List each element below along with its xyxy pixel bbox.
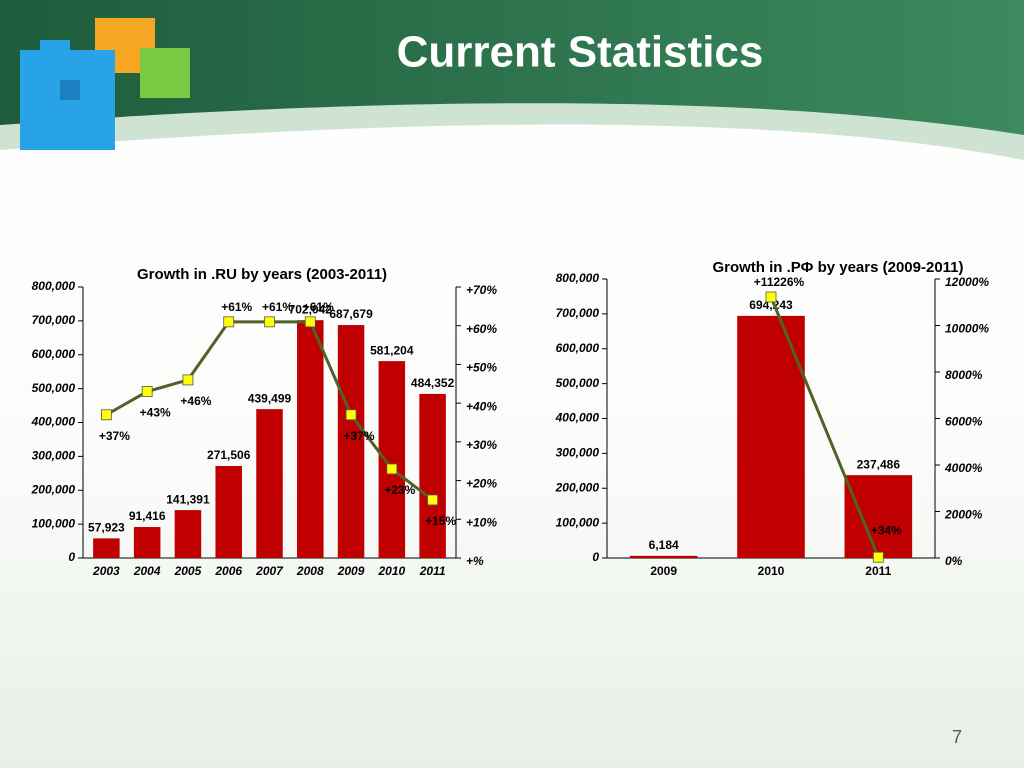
x-tick-label: 2010 — [377, 564, 405, 578]
y-tick-label: 600,000 — [32, 347, 76, 361]
line-value-label: +15% — [425, 514, 456, 528]
x-tick-label: 2005 — [174, 564, 202, 578]
y2-tick-label: +30% — [466, 438, 497, 452]
y-tick-label: 300,000 — [556, 446, 600, 460]
y2-tick-label: +50% — [466, 361, 497, 375]
line-marker — [427, 494, 439, 506]
line-value-label: +37% — [344, 429, 375, 443]
line-value-label: +37% — [99, 429, 130, 443]
bar — [93, 538, 120, 558]
bar — [133, 527, 161, 558]
line-marker — [223, 316, 235, 328]
bar — [629, 555, 698, 558]
x-tick-label: 2009 — [337, 564, 365, 578]
y-tick-label: 400,000 — [555, 411, 600, 425]
bar — [378, 361, 406, 558]
y-tick-label: 400,000 — [31, 415, 76, 429]
bar-value-label: 687,679 — [329, 307, 373, 321]
x-tick-label: 2004 — [133, 564, 161, 578]
y-tick-label: 100,000 — [32, 516, 76, 530]
y2-tick-label: +10% — [466, 515, 497, 529]
y-tick-label: 600,000 — [556, 341, 600, 355]
y-tick-label: 700,000 — [32, 313, 76, 327]
line-value-label: +46% — [180, 394, 211, 408]
header-band — [0, 0, 1024, 135]
y-tick-label: 500,000 — [32, 381, 76, 395]
y-tick-label: 100,000 — [556, 515, 600, 529]
bar-value-label: 271,506 — [207, 448, 251, 462]
bar-value-label: 57,923 — [88, 521, 125, 535]
bar-value-label: 6,184 — [649, 538, 679, 552]
y-tick-label: 300,000 — [32, 449, 76, 463]
line-marker — [872, 551, 884, 563]
line — [769, 296, 880, 558]
line-marker — [304, 316, 316, 328]
bar — [174, 510, 202, 558]
page-number: 7 — [952, 727, 962, 747]
line-marker — [100, 409, 112, 421]
y2-tick-label: +% — [466, 554, 484, 568]
y2-tick-label: 6000% — [945, 415, 983, 429]
y-tick-label: 200,000 — [555, 480, 600, 494]
y-tick-label: 700,000 — [556, 306, 600, 320]
line-value-label: +34% — [871, 523, 902, 537]
y2-tick-label: 12000% — [945, 275, 989, 289]
chart-title: Growth in .РФ by years (2009-2011) — [712, 259, 963, 276]
bar-value-label: 237,486 — [857, 457, 901, 471]
x-tick-label: 2006 — [214, 564, 242, 578]
x-tick-label: 2011 — [865, 564, 891, 578]
bar — [737, 315, 805, 558]
line-value-label: +23% — [384, 483, 415, 497]
y-tick-label: 200,000 — [31, 482, 76, 496]
chart-title: Growth in .RU by years (2003-2011) — [137, 266, 387, 283]
y2-tick-label: 2000% — [944, 508, 983, 522]
line-marker — [182, 374, 194, 386]
y2-tick-label: 4000% — [944, 461, 983, 475]
bar — [337, 325, 365, 558]
y-tick-label: 0 — [68, 550, 75, 564]
line-value-label: +43% — [140, 406, 171, 420]
puzzle-icon — [20, 18, 190, 150]
line-value-label: +61% — [221, 300, 252, 314]
line-marker — [386, 463, 398, 475]
y-tick-label: 500,000 — [556, 376, 600, 390]
y2-tick-label: +70% — [466, 283, 497, 297]
bar-value-label: 694,243 — [749, 298, 793, 312]
bar — [844, 475, 913, 558]
bar-value-label: 484,352 — [411, 376, 455, 390]
bar-value-label: 439,499 — [248, 391, 292, 405]
x-tick-label: 2003 — [92, 564, 120, 578]
x-tick-label: 2007 — [255, 564, 284, 578]
y2-tick-label: 10000% — [945, 322, 989, 336]
y2-tick-label: 0% — [945, 554, 963, 568]
y2-tick-label: +40% — [466, 399, 497, 413]
line-value-label: +11226% — [754, 275, 805, 289]
y-tick-label: 800,000 — [32, 279, 76, 293]
y-tick-label: 800,000 — [556, 271, 600, 285]
y2-tick-label: +20% — [466, 477, 497, 491]
bar-value-label: 141,391 — [166, 492, 210, 506]
line-marker — [345, 409, 357, 421]
line-marker — [141, 386, 153, 397]
x-tick-label: 2010 — [758, 564, 785, 578]
bar-value-label: 91,416 — [129, 509, 166, 523]
x-tick-label: 2011 — [419, 564, 446, 578]
bar — [215, 466, 242, 558]
line-value-label: +61% — [303, 300, 334, 314]
bar-value-label: 702,042 — [289, 302, 333, 316]
line-marker — [765, 291, 777, 303]
x-tick-label: 2009 — [650, 564, 677, 578]
x-tick-label: 2008 — [296, 564, 324, 578]
bar — [419, 393, 446, 558]
bar — [297, 320, 324, 558]
line-value-label: +61% — [262, 300, 293, 314]
slide-title: Current Statistics — [397, 28, 764, 77]
bar-value-label: 581,204 — [370, 343, 414, 357]
bar — [256, 409, 283, 558]
y2-tick-label: 8000% — [945, 368, 983, 382]
y2-tick-label: +60% — [466, 322, 497, 336]
line-marker — [264, 316, 275, 328]
y-tick-label: 0 — [592, 550, 599, 564]
